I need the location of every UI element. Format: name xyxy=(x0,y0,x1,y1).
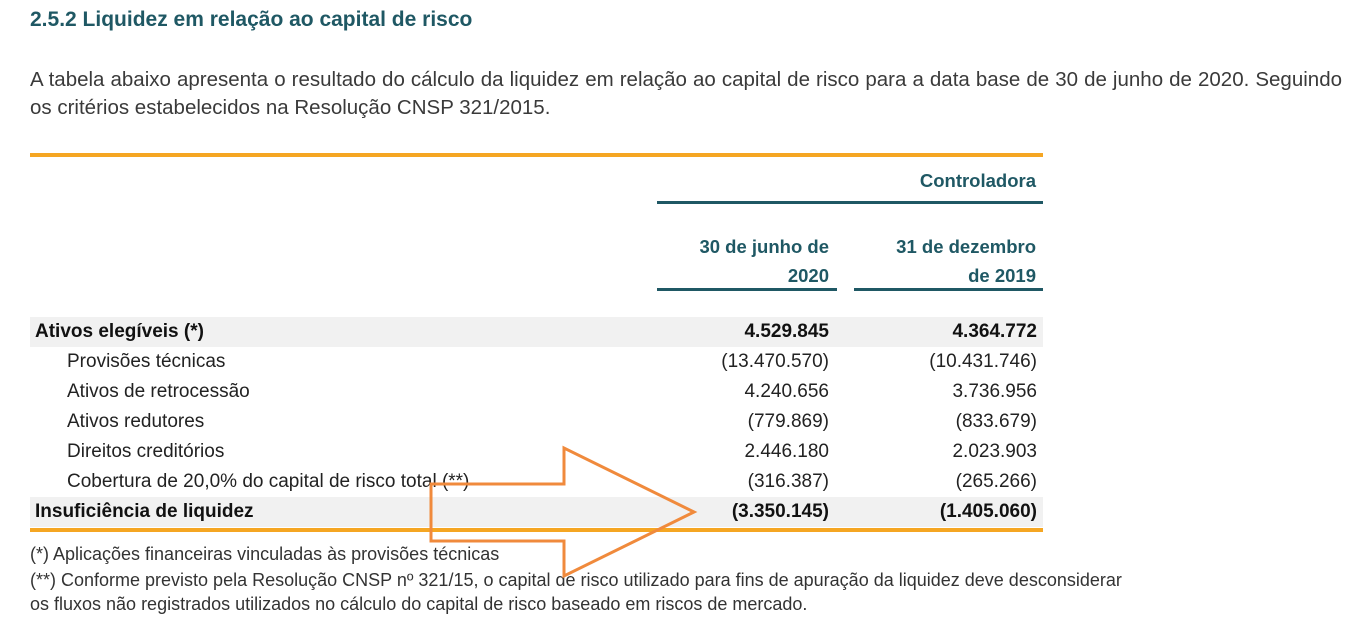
table-top-rule xyxy=(30,153,1043,157)
table-row-direitos-creditorios: Direitos creditórios 2.446.180 2.023.903 xyxy=(30,437,1043,467)
row-label: Ativos de retrocessão xyxy=(67,381,250,402)
column-header-line: 2020 xyxy=(787,265,829,286)
table-row-ativos-elegiveis: Ativos elegíveis (*) 4.529.845 4.364.772 xyxy=(30,317,1043,347)
row-value-dec-2019: (1.405.060) xyxy=(939,501,1037,522)
footnote-2-line-2: os fluxos não registrados utilizados no … xyxy=(30,594,808,614)
table-row-provisoes-tecnicas: Provisões técnicas (13.470.570) (10.431.… xyxy=(30,347,1043,377)
row-value-dec-2019: (10.431.746) xyxy=(929,351,1037,372)
section-heading: 2.5.2 Liquidez em relação ao capital de … xyxy=(30,8,473,31)
footnote-2-line-1: (**) Conforme previsto pela Resolução CN… xyxy=(30,570,1122,590)
row-value-dec-2019: 3.736.956 xyxy=(952,381,1037,402)
column-header-line: de 2019 xyxy=(968,265,1036,286)
row-value-jun-2020: (779.869) xyxy=(747,411,829,432)
row-value-dec-2019: 4.364.772 xyxy=(952,321,1037,342)
footnote-1: (*) Aplicações financeiras vinculadas às… xyxy=(30,544,500,564)
table-bottom-rule xyxy=(30,528,1043,532)
column-header-line: 31 de dezembro xyxy=(896,236,1036,257)
row-value-jun-2020: (13.470.570) xyxy=(721,351,829,372)
table-row-cobertura-capital-risco: Cobertura de 20,0% do capital de risco t… xyxy=(30,467,1043,497)
row-label: Ativos redutores xyxy=(67,411,205,432)
row-label: Direitos creditórios xyxy=(67,441,225,462)
row-label: Provisões técnicas xyxy=(67,351,226,372)
column-rule-dec-2019 xyxy=(854,288,1043,291)
row-value-dec-2019: 2.023.903 xyxy=(952,441,1037,462)
column-header-line: 30 de junho de xyxy=(699,236,829,257)
table-row-ativos-retrocessao: Ativos de retrocessão 4.240.656 3.736.95… xyxy=(30,377,1043,407)
column-header-dec-2019: 31 de dezembro de 2019 xyxy=(896,232,1036,290)
row-value-jun-2020: (3.350.145) xyxy=(731,501,829,522)
table-row-ativos-redutores: Ativos redutores (779.869) (833.679) xyxy=(30,407,1043,437)
row-value-jun-2020: (316.387) xyxy=(747,471,829,492)
intro-paragraph: A tabela abaixo apresenta o resultado do… xyxy=(30,68,1342,119)
group-header-controladora: Controladora xyxy=(919,170,1036,191)
group-header-rule xyxy=(657,201,1043,204)
column-header-jun-2020: 30 de junho de 2020 xyxy=(699,232,829,290)
row-value-dec-2019: (265.266) xyxy=(955,471,1037,492)
table-row-insuficiencia-liquidez: Insuficiência de liquidez (3.350.145) (1… xyxy=(30,497,1043,527)
row-label: Insuficiência de liquidez xyxy=(35,501,254,522)
row-label: Ativos elegíveis (*) xyxy=(35,321,204,342)
row-value-dec-2019: (833.679) xyxy=(955,411,1037,432)
column-rule-jun-2020 xyxy=(657,288,837,291)
row-value-jun-2020: 4.529.845 xyxy=(744,321,829,342)
row-label: Cobertura de 20,0% do capital de risco t… xyxy=(67,471,470,492)
row-value-jun-2020: 4.240.656 xyxy=(744,381,829,402)
row-value-jun-2020: 2.446.180 xyxy=(744,441,829,462)
